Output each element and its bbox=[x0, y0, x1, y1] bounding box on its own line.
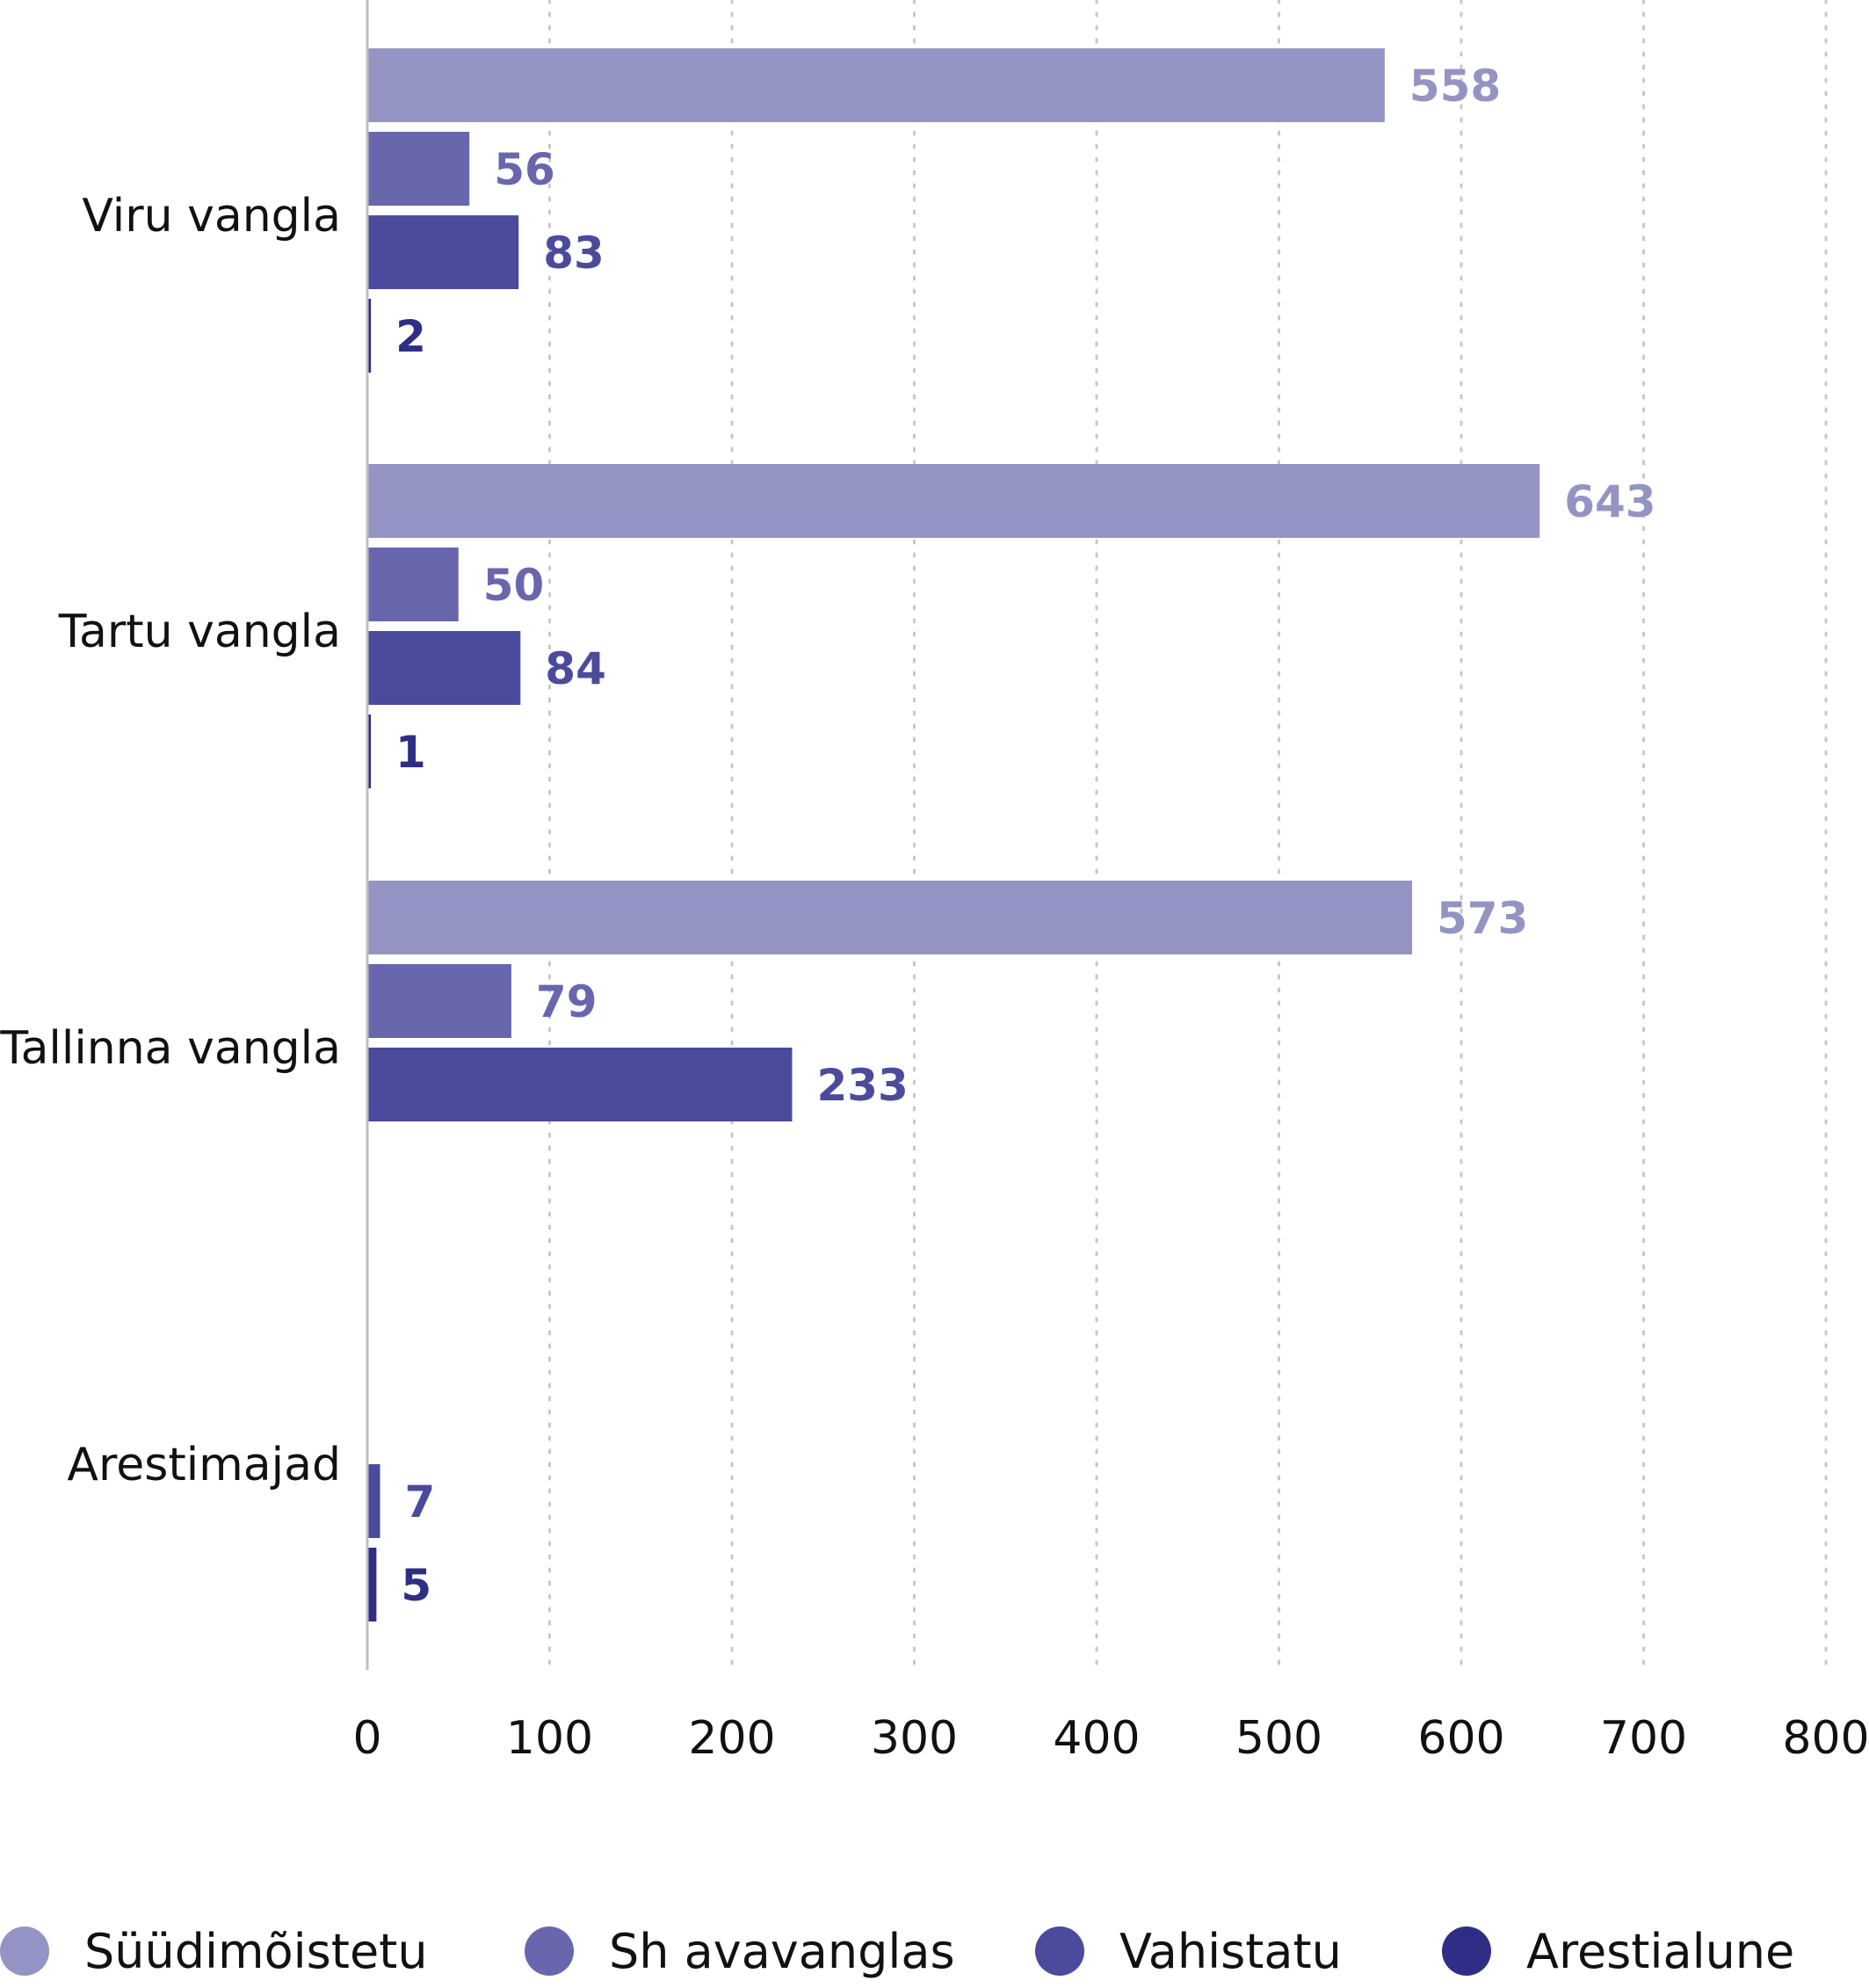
legend-label: Süüdimõistetu bbox=[84, 1923, 428, 1979]
bar bbox=[367, 964, 511, 1038]
legend-swatch-arestialune bbox=[1442, 1926, 1491, 1976]
x-tick-label: 500 bbox=[1235, 1712, 1322, 1765]
legend-swatch-vahistatu bbox=[1035, 1926, 1084, 1976]
data-label: 50 bbox=[483, 560, 545, 611]
legend-swatch-sh-avavanglas bbox=[525, 1926, 574, 1976]
bar bbox=[367, 715, 371, 788]
x-tick-label: 700 bbox=[1600, 1712, 1687, 1765]
x-tick-label: 100 bbox=[506, 1712, 593, 1765]
data-label: 1 bbox=[395, 727, 426, 778]
bar bbox=[367, 1464, 380, 1538]
grid-lines bbox=[548, 0, 1828, 1672]
legend-item-suudimoistetu: Süüdimõistetu bbox=[0, 1920, 428, 1982]
legend-item-sh-avavanglas: Sh avavanglas bbox=[525, 1920, 955, 1982]
x-tick-label: 200 bbox=[688, 1712, 775, 1765]
data-label: 2 bbox=[395, 311, 426, 362]
data-label: 84 bbox=[545, 643, 606, 694]
data-label: 5 bbox=[401, 1560, 431, 1611]
data-label: 79 bbox=[536, 976, 598, 1027]
legend-label: Sh avavanglas bbox=[609, 1923, 955, 1979]
bar bbox=[367, 299, 372, 373]
category-labels: Viru vangla Tartu vangla Tallinna vangla Ar… bbox=[0, 190, 341, 1491]
legend-item-vahistatu: Vahistatu bbox=[1035, 1920, 1342, 1982]
bar bbox=[367, 132, 470, 206]
data-label: 558 bbox=[1409, 61, 1501, 112]
data-label: 233 bbox=[816, 1060, 908, 1111]
x-tick-label: 800 bbox=[1782, 1712, 1869, 1765]
bar bbox=[367, 631, 521, 705]
x-tick-label: 300 bbox=[871, 1712, 958, 1765]
x-tick-label: 0 bbox=[352, 1712, 381, 1765]
category-label: Viru vangla bbox=[82, 190, 341, 243]
legend-swatch-suudimoistetu bbox=[0, 1926, 49, 1976]
data-label: 83 bbox=[543, 228, 605, 279]
category-label: Arestimajad bbox=[67, 1439, 341, 1491]
bars bbox=[367, 48, 1540, 1622]
data-label: 573 bbox=[1437, 893, 1528, 944]
legend-item-arestialune: Arestialune bbox=[1442, 1920, 1794, 1982]
data-label: 56 bbox=[494, 144, 555, 195]
bar bbox=[367, 215, 519, 289]
x-axis-ticks: 0 100 200 300 400 500 600 700 800 bbox=[352, 1712, 1869, 1765]
x-tick-label: 600 bbox=[1417, 1712, 1504, 1765]
bar bbox=[367, 881, 1412, 954]
data-label: 7 bbox=[405, 1476, 436, 1527]
bar bbox=[367, 1548, 377, 1622]
bar bbox=[367, 48, 1385, 122]
data-label: 643 bbox=[1564, 476, 1655, 527]
x-tick-label: 400 bbox=[1053, 1712, 1140, 1765]
category-label: Tallinna vangla bbox=[0, 1022, 341, 1075]
legend: Süüdimõistetu Sh avavanglas Vahistatu Ar… bbox=[0, 1920, 1869, 1982]
legend-label: Arestialune bbox=[1526, 1923, 1795, 1979]
bar bbox=[367, 548, 459, 621]
bar bbox=[367, 464, 1540, 538]
bar bbox=[367, 1048, 793, 1121]
legend-label: Vahistatu bbox=[1119, 1923, 1342, 1979]
category-label: Tartu vangla bbox=[58, 606, 341, 658]
